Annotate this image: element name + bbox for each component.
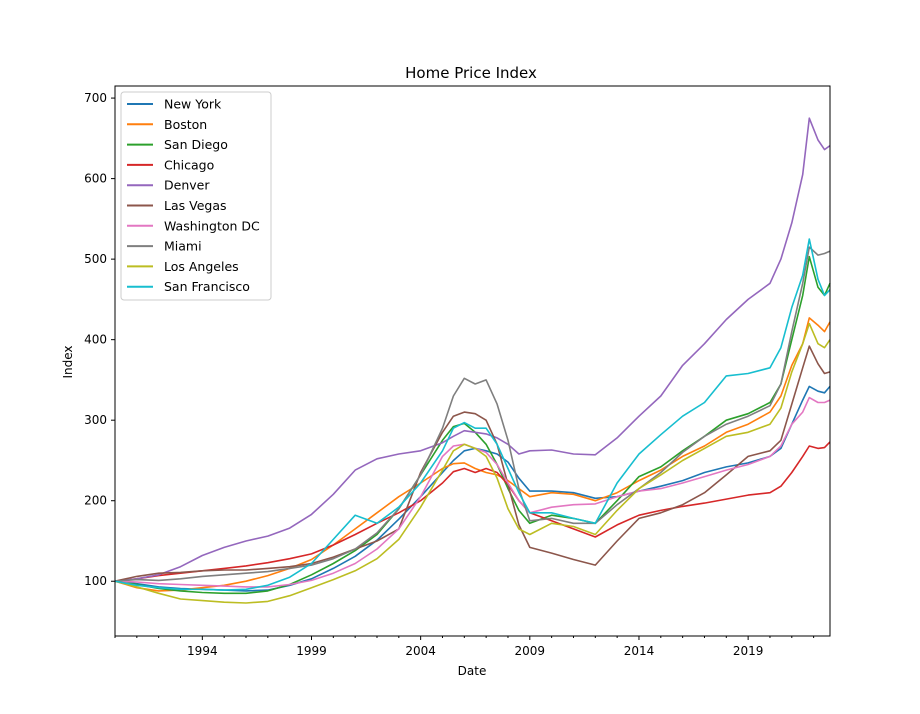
y-tick-label: 500 — [84, 252, 107, 266]
x-axis-label: Date — [458, 664, 487, 678]
legend-entry: Las Vegas — [164, 198, 227, 213]
chart-title: Home Price Index — [405, 64, 537, 82]
series-line-5 — [114, 117, 831, 582]
y-axis-label: Index — [61, 345, 75, 378]
legend-entry: Miami — [164, 239, 202, 254]
series-line-1 — [114, 385, 831, 592]
series-line-7 — [114, 396, 831, 588]
x-tick-label: 1999 — [296, 644, 327, 658]
series-line-4 — [114, 441, 831, 582]
series-layer — [114, 117, 831, 604]
series-line-10 — [114, 238, 831, 591]
series-line-8 — [114, 246, 831, 582]
y-tick-label: 400 — [84, 333, 107, 347]
legend-entry: Denver — [164, 178, 210, 193]
x-axis: 1994 1999 2004 2009 2014 2019 — [114, 636, 815, 658]
series-line-9 — [114, 322, 831, 604]
y-axis: 100 200 300 400 500 600 700 — [84, 91, 115, 588]
legend-entry: Boston — [164, 117, 207, 132]
x-tick-label: 2009 — [515, 644, 546, 658]
legend-entry: San Francisco — [164, 279, 250, 294]
series-line-6 — [114, 345, 831, 582]
legend-entry: San Diego — [164, 137, 228, 152]
x-tick-label: 2004 — [405, 644, 436, 658]
x-tick-label: 1994 — [187, 644, 218, 658]
y-tick-label: 600 — [84, 172, 107, 186]
y-tick-label: 100 — [84, 574, 107, 588]
legend: New York Boston San Diego Chicago Denver Las … — [120, 91, 272, 301]
legend-box — [120, 91, 272, 301]
legend-entry: New York — [164, 97, 222, 112]
x-tick-label: 2014 — [624, 644, 655, 658]
series-line-3 — [114, 255, 831, 595]
y-tick-label: 700 — [84, 91, 107, 105]
y-tick-label: 200 — [84, 494, 107, 508]
y-tick-label: 300 — [84, 413, 107, 427]
legend-entry: Los Angeles — [164, 259, 239, 274]
legend-entry: Chicago — [164, 157, 214, 172]
plot-frame — [114, 85, 831, 637]
legend-entry: Washington DC — [164, 218, 260, 233]
x-tick-label: 2019 — [733, 644, 764, 658]
series-line-2 — [114, 317, 831, 592]
